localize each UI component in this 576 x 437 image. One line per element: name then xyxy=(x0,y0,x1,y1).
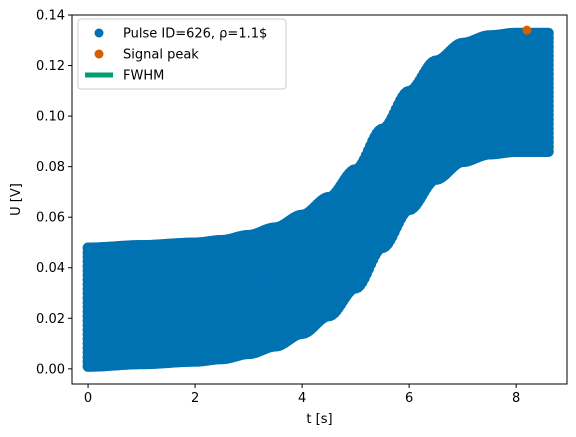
scatter-points-layer xyxy=(82,27,554,372)
plot-area xyxy=(71,14,568,385)
